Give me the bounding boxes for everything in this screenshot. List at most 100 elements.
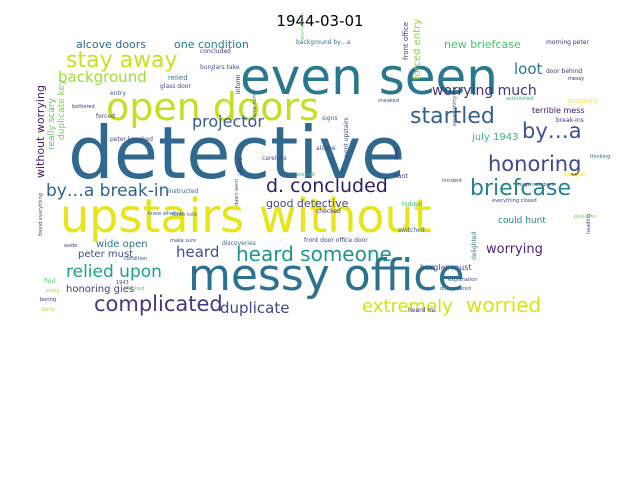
word-instructed: instructed <box>168 188 199 195</box>
word-glass-door: glass door <box>160 83 191 90</box>
word-new-briefcase: new briefcase <box>444 38 521 51</box>
word-seven-thirty-mr: seven-thirty mr. <box>452 86 458 126</box>
word-break-ins: break-ins <box>556 117 584 124</box>
word-good-detective: good detective <box>266 197 349 210</box>
word-careless: careless <box>262 155 287 162</box>
word-burglary: burglary <box>568 97 597 105</box>
word-forced-entry: forced entry <box>412 19 423 80</box>
word-incident: incident <box>442 178 462 184</box>
word-d-concluded: d. concluded <box>266 175 388 197</box>
word-alcove: alcove <box>316 145 336 152</box>
word-even-seen: even seen <box>240 48 498 106</box>
word-heard-someone: heard someone <box>236 242 392 266</box>
word-by-a: by…a <box>522 119 582 143</box>
word-background-by-a: background by…a <box>296 39 351 46</box>
word-found-everything: found everything <box>38 193 44 236</box>
word-aside: aside <box>64 243 77 249</box>
word-worrying: worrying <box>486 242 543 257</box>
word-wide-open: wide open <box>96 239 148 250</box>
word-loot: loot <box>514 60 543 78</box>
word-front-door-office-door: front door office door <box>304 237 368 244</box>
word-honoring: honoring <box>488 152 581 176</box>
word-fled: fled <box>44 278 55 285</box>
chart-title: 1944-03-01 <box>276 12 364 30</box>
word-1943: 1943 <box>116 280 129 286</box>
word-came-home: came home <box>252 90 258 120</box>
word-astonished: astonished <box>506 96 533 102</box>
word-inform: inform <box>235 74 242 94</box>
word-detective: detective <box>68 111 405 195</box>
word-honoring-gies: honoring gies <box>66 284 134 295</box>
word-explanation: explanation <box>448 277 477 283</box>
word-worried: worried <box>466 293 541 317</box>
word-make-sure: make sure <box>170 238 196 244</box>
word-huge-numbers: huge numbers <box>518 182 555 188</box>
word-by-a-break-in: by…a break-in <box>46 181 169 201</box>
word-burglar: burglar <box>564 171 586 178</box>
word-flashed: flashed <box>126 286 144 292</box>
word-startled: startled <box>410 104 495 129</box>
word-condition: condition <box>124 256 147 262</box>
word-delighted: delighted <box>471 232 478 260</box>
word-complicated: complicated <box>94 292 223 316</box>
word-heading: heading <box>586 214 592 234</box>
word-dealt: dealt <box>394 147 400 160</box>
word-went-upstairs: went upstairs <box>343 117 350 158</box>
word-morning-peter: morning peter <box>546 39 589 46</box>
word-upstairs-without: upstairs without <box>60 189 432 243</box>
word-messy: messy <box>568 76 584 82</box>
word-discoveries: discoveries <box>222 240 256 247</box>
word-checked: checked <box>316 208 341 215</box>
word-hunt: hunt <box>394 173 408 180</box>
word-terrible-mess: terrible mess <box>532 106 585 115</box>
word-burly: burly <box>42 307 55 313</box>
word-stay-away: stay away <box>66 48 178 73</box>
word-dawn-told: dawn told <box>172 212 197 218</box>
word-peter-knocked: peter knocked <box>110 136 153 143</box>
word-extremely: extremely <box>362 296 453 317</box>
word-worrying-much: worrying much <box>432 83 537 99</box>
word-disappeared: disappeared <box>440 286 471 292</box>
word-front-office: front office <box>402 22 410 60</box>
word-signs: signs <box>322 115 338 122</box>
word-sneaked: sneaked <box>378 98 399 104</box>
word-duplicate: duplicate <box>220 299 289 317</box>
word-peter-must: peter must <box>78 249 133 260</box>
word-burglar-must: burglar must <box>420 263 472 272</box>
word-scary: scary <box>46 288 59 294</box>
word-relied: relied <box>168 74 188 82</box>
word-without-worrying: without worrying <box>34 85 47 178</box>
word-worried-small: worried <box>296 172 315 178</box>
word-really-scary: really scary <box>47 97 57 150</box>
word-everything-closed: everything closed <box>492 198 537 204</box>
word-could-hunt: could hunt <box>498 216 546 226</box>
word-heard: heard <box>176 243 219 261</box>
word-heard-mr: heard mr. <box>408 307 437 314</box>
word-projector: projector <box>192 112 264 131</box>
word-boring: boring <box>40 297 56 303</box>
word-forced: forced <box>96 113 115 120</box>
word-july-1943: july 1943 <box>471 132 518 143</box>
word-entry: entry <box>110 90 126 97</box>
word-relied-upon: relied upon <box>66 262 162 282</box>
word-switched: switched <box>398 227 425 234</box>
word-alcove-doors: alcove doors <box>76 38 146 51</box>
word-burglars-take: burglars take <box>200 64 240 71</box>
word-open-doors: open doors <box>106 85 319 129</box>
word-bothered: bothered <box>72 104 95 110</box>
word-affairs: affairs <box>237 157 244 176</box>
word-briefcase: briefcase <box>470 176 571 201</box>
word-duplicate-key: duplicate key <box>57 79 67 140</box>
word-background: background <box>58 68 147 86</box>
word-knew-whether: knew whether <box>148 211 184 217</box>
word-thinking: thinking <box>590 154 610 160</box>
word-worried-mr: worried mr. <box>300 11 306 40</box>
word-messy-office: messy office <box>188 250 465 301</box>
word-concluded: concluded <box>200 48 231 55</box>
word-pleasure: pleasure <box>574 214 596 220</box>
word-hidden: hidden <box>402 201 423 208</box>
word-dawn-went: dawn went <box>234 179 240 206</box>
word-door-behind: door behind <box>546 68 582 75</box>
word-one-condition: one condition <box>174 38 249 51</box>
